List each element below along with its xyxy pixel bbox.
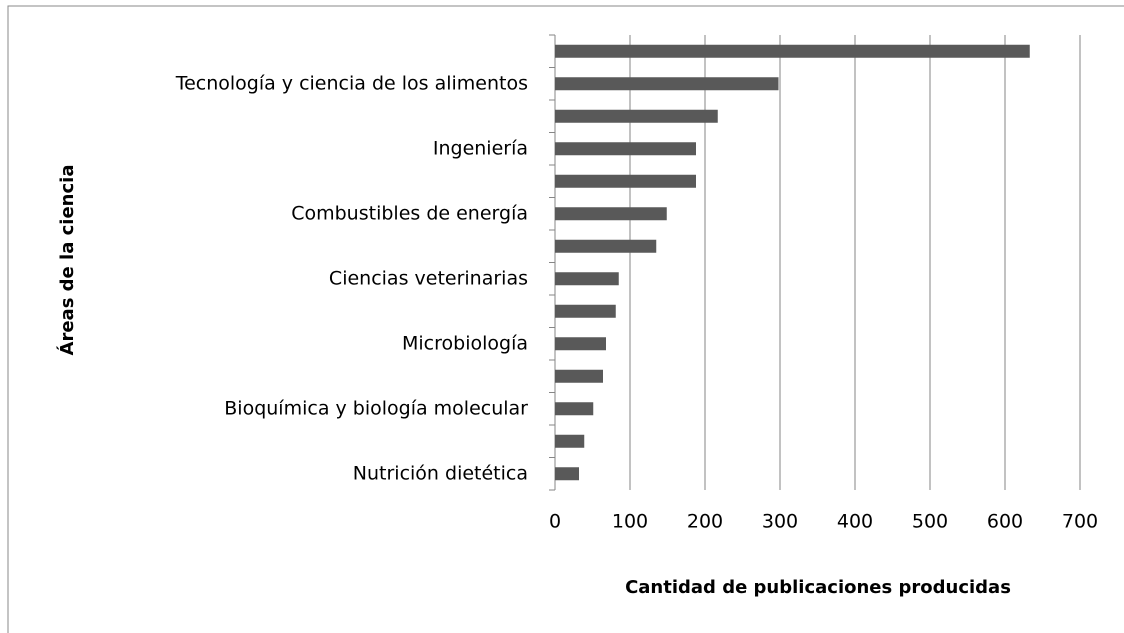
frame (7, 5, 1124, 633)
x-tick-label: 600 (987, 511, 1023, 533)
bar (555, 174, 696, 188)
x-tick-label: 200 (687, 511, 723, 533)
x-tick-label: 300 (762, 511, 798, 533)
bar (555, 109, 718, 123)
y-tick-label: Tecnología y ciencia de los alimentos (175, 72, 528, 94)
y-tick-label: Ciencias veterinarias (329, 267, 528, 289)
bar (555, 142, 696, 156)
y-axis-title: Áreas de la ciencia (56, 165, 78, 356)
bar (555, 369, 603, 383)
y-tick-label: Combustibles de energía (291, 202, 528, 224)
x-axis-title: Cantidad de publicaciones producidas (625, 577, 1011, 598)
x-tick-label: 0 (549, 511, 561, 533)
bar (555, 44, 1030, 58)
bar (555, 239, 657, 253)
bar (555, 207, 667, 221)
bar (555, 304, 616, 318)
bar (555, 434, 585, 448)
y-tick-label: Ingeniería (433, 137, 528, 159)
y-tick-label: Bioquímica y biología molecular (224, 397, 528, 419)
bar (555, 77, 779, 91)
bar (555, 337, 606, 351)
y-tick-label: Nutrición dietética (353, 462, 528, 484)
x-tick-label: 700 (1062, 511, 1098, 533)
bar (555, 467, 579, 481)
x-tick-label: 500 (912, 511, 948, 533)
y-tick-label: Microbiología (402, 332, 528, 354)
x-tick-label: 400 (837, 511, 873, 533)
bar (555, 402, 594, 416)
x-tick-label: 100 (612, 511, 648, 533)
bar (555, 272, 619, 286)
